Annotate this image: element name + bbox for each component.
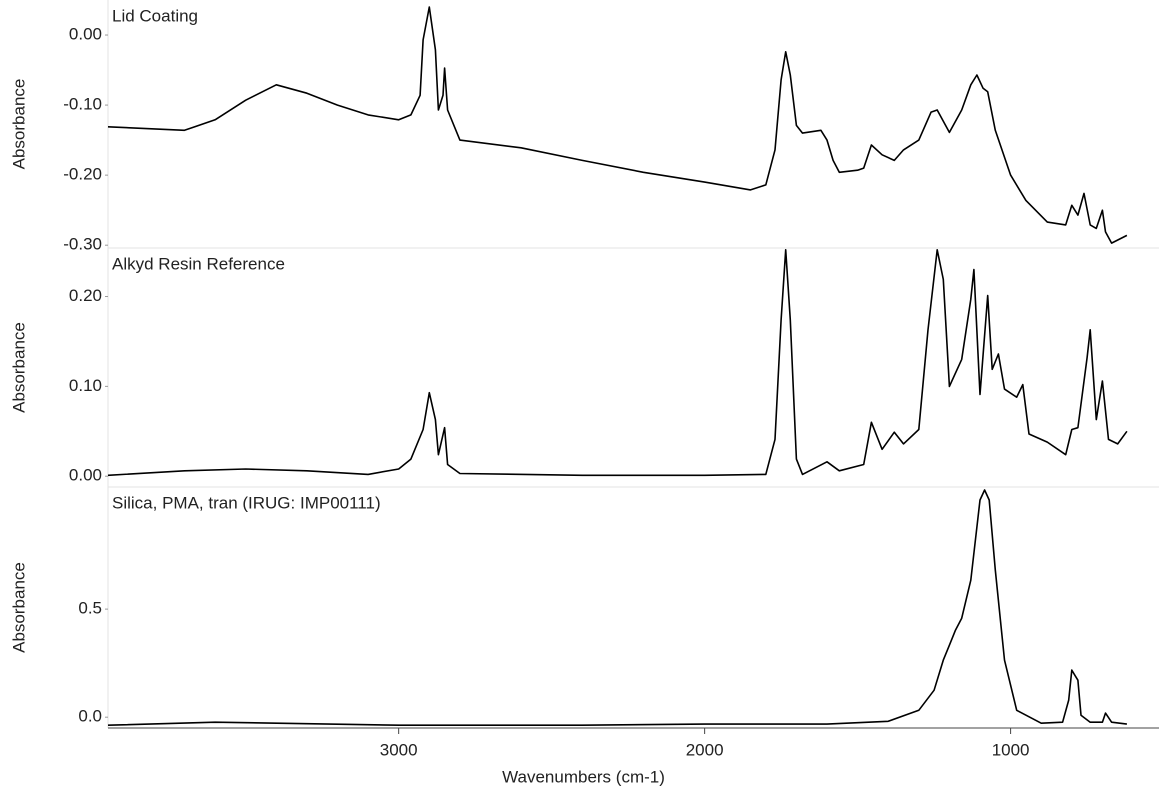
spectrum-line bbox=[107, 489, 1127, 726]
y-tick-label: 0.00 bbox=[69, 466, 102, 485]
panel-title: Alkyd Resin Reference bbox=[112, 254, 285, 273]
x-tick-label: 2000 bbox=[686, 740, 724, 759]
spectrum-line bbox=[107, 249, 1128, 477]
y-tick-label: 0.0 bbox=[78, 707, 102, 726]
x-tick-label: 1000 bbox=[992, 740, 1030, 759]
y-tick-label: 0.00 bbox=[69, 25, 102, 44]
y-tick-label: -0.30 bbox=[63, 235, 102, 254]
panel-title: Lid Coating bbox=[112, 6, 198, 25]
y-axis-label: Absorbance bbox=[9, 562, 28, 653]
x-tick-label: 3000 bbox=[380, 740, 418, 759]
y-tick-label: -0.20 bbox=[63, 165, 102, 184]
y-axis-label: Absorbance bbox=[9, 79, 28, 170]
panel-title: Silica, PMA, tran (IRUG: IMP00111) bbox=[112, 493, 381, 512]
spectrum-line bbox=[107, 6, 1128, 244]
x-axis-label: Wavenumbers (cm-1) bbox=[502, 767, 665, 786]
y-axis-label: Absorbance bbox=[9, 322, 28, 413]
y-tick-label: 0.10 bbox=[69, 376, 102, 395]
y-tick-label: 0.20 bbox=[69, 286, 102, 305]
y-tick-label: -0.10 bbox=[63, 95, 102, 114]
y-tick-label: 0.5 bbox=[78, 599, 102, 618]
